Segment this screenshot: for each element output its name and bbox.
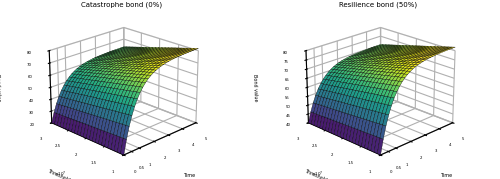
Text: $\times10^7$: $\times10^7$ [54,170,66,179]
Title: Resilience bond (50%): Resilience bond (50%) [340,2,417,8]
X-axis label: Time: Time [183,173,195,178]
X-axis label: Time: Time [440,173,452,178]
Text: $\times10^7$: $\times10^7$ [310,170,323,179]
Title: Catastrophe bond (0%): Catastrophe bond (0%) [81,2,162,8]
Y-axis label: Threshold: Threshold [303,169,328,179]
Y-axis label: Threshold: Threshold [46,169,70,179]
